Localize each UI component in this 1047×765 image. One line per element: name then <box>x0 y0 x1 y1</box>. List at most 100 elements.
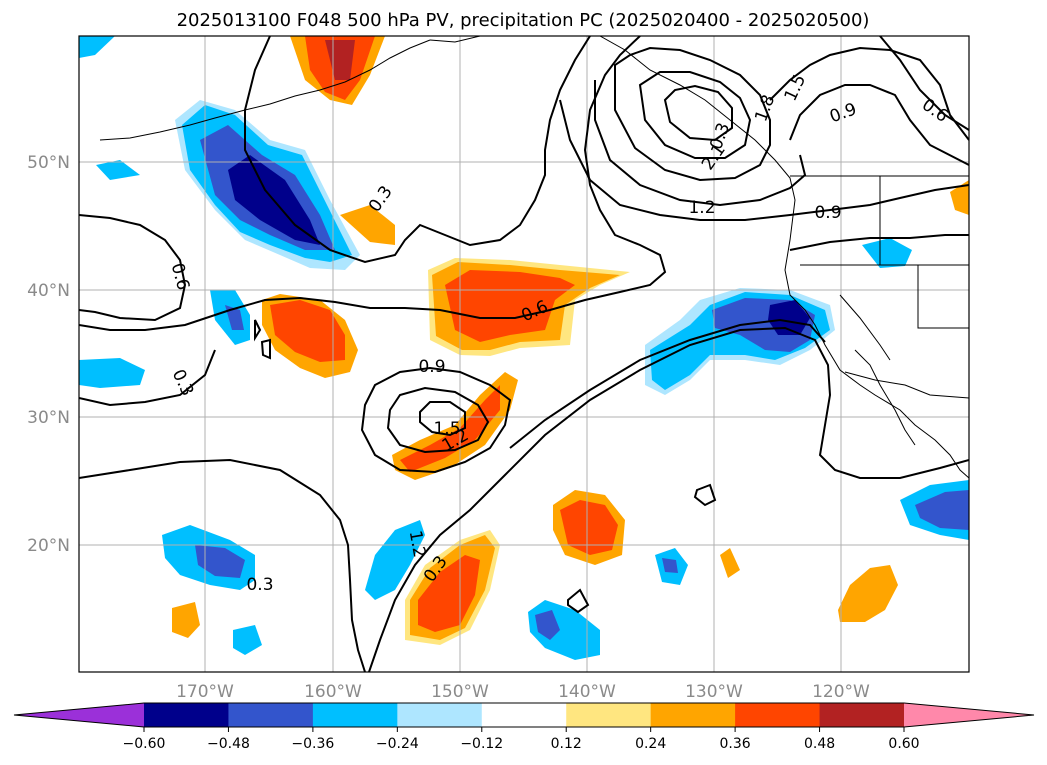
colorbar-tick-label: −0.60 <box>123 736 166 752</box>
contour-0.3-north <box>244 36 591 264</box>
contour-0.9-far-ne <box>789 84 969 166</box>
precip-blob-167w-blue <box>233 625 262 655</box>
colorbar: −0.60 −0.48 −0.36 −0.24 −0.12 0.12 0.24 0.36 0.4… <box>13 702 1035 752</box>
colorbar-segment <box>481 703 567 727</box>
contour-0.3-south <box>79 349 216 407</box>
map-content: 0.3 0.6 0.9 1.2 1.5 1.8 2.1 0.9 0.6 1.2 … <box>79 36 969 672</box>
precip-blob-south-central-core <box>400 385 500 472</box>
coast-aleutians <box>99 39 431 141</box>
colorbar-tick-label: 0.24 <box>635 736 666 752</box>
lat-tick-label: 30°N <box>27 408 70 428</box>
colorbar-segment <box>144 703 229 727</box>
colorbar-tick-label: −0.24 <box>376 736 419 752</box>
gridlines <box>79 36 969 672</box>
precip-blob-small-orange <box>340 205 395 245</box>
precip-blob-142w-blue-core <box>535 610 560 640</box>
contour-0.9-ne <box>559 99 969 221</box>
precip-blob-w-blue2-core <box>225 305 244 330</box>
colorbar-ticks: −0.60 −0.48 −0.36 −0.24 −0.12 0.12 0.24 0.36 0.4… <box>123 727 920 752</box>
contour-0.3-long <box>368 326 969 672</box>
contour-0.6-mid <box>79 36 667 331</box>
precip-shading <box>79 36 969 660</box>
lon-tick-labels: 170°W 160°W 150°W 140°W 130°W 120°W <box>176 682 870 702</box>
precip-blob-130w-orange <box>720 548 740 578</box>
contour-label: 1.2 <box>688 198 715 218</box>
contour-1.5-ne <box>614 46 771 182</box>
colorbar-tick-label: 0.60 <box>888 736 919 752</box>
colorbar-segment <box>650 703 736 727</box>
contour-0.9-ring <box>360 366 512 474</box>
colorbar-tick-label: −0.36 <box>291 736 334 752</box>
map-panel: 0.3 0.6 0.9 1.2 1.5 1.8 2.1 0.9 0.6 1.2 … <box>78 35 970 673</box>
contour-1.8-ne <box>638 71 752 159</box>
colorbar-tick-label: −0.12 <box>460 736 503 752</box>
lat-tick-label: 50°N <box>27 153 70 173</box>
contour-small-loop-a <box>693 483 717 507</box>
contour-0.6-north <box>79 214 187 322</box>
precip-blob-ne-blue-core <box>768 300 810 335</box>
colorbar-segments <box>14 703 1034 727</box>
lon-tick-label: 130°W <box>685 682 743 702</box>
lon-tick-label: 170°W <box>176 682 234 702</box>
border-ca-nv <box>839 294 891 361</box>
map-frame <box>78 35 970 673</box>
contour-label: 1.5 <box>433 419 460 439</box>
precip-blob-ne-orange <box>950 180 969 215</box>
lon-tick-label: 150°W <box>431 682 489 702</box>
contour-small-loop-c <box>254 319 262 342</box>
chart-title: 2025013100 F048 500 hPa PV, precipitatio… <box>177 10 870 31</box>
lat-tick-label: 40°N <box>27 281 70 301</box>
colorbar-tick-label: −0.48 <box>207 736 250 752</box>
precip-blob-135w-blue-core <box>662 558 678 573</box>
precip-blob-118w-orange <box>838 565 898 622</box>
precip-blob-w-blue <box>79 358 145 388</box>
border-states-3 <box>917 265 969 329</box>
precip-blob-sw-blue-core <box>195 545 245 578</box>
border-mexico <box>844 371 969 399</box>
coastlines <box>99 36 969 479</box>
contour-1.5-ring <box>419 401 466 437</box>
precip-blob-140w-core <box>560 500 618 555</box>
lat-tick-labels: 50°N 40°N 30°N 20°N <box>27 153 70 556</box>
contour-label: 0.9 <box>418 357 445 377</box>
colorbar-segment <box>397 703 483 727</box>
precip-blob-south-core <box>418 555 480 632</box>
precip-blob-118w-blue <box>862 238 912 268</box>
contour-small-loop-d <box>260 338 271 360</box>
coast-gulf-alaska <box>429 36 481 43</box>
contour-small-loop-b <box>567 588 590 614</box>
precip-blob-nw-small <box>96 160 140 180</box>
contour-1.2-ne <box>594 80 807 207</box>
precip-blob-155w-blue <box>365 520 425 600</box>
contour-2.1-ne <box>663 84 733 142</box>
lon-tick-label: 140°W <box>558 682 616 702</box>
precip-blob-172w-orange <box>172 602 200 638</box>
contour-1.2-ring <box>386 386 490 454</box>
coast-baja <box>854 349 916 446</box>
precip-blob-corner-blue <box>79 36 115 58</box>
lat-tick-label: 20°N <box>27 536 70 556</box>
colorbar-segment <box>819 703 905 727</box>
colorbar-segment <box>228 703 314 727</box>
pv-contours <box>79 36 969 672</box>
colorbar-segment <box>566 703 652 727</box>
lon-tick-label: 160°W <box>304 682 362 702</box>
precip-blob-west-core <box>270 300 345 362</box>
coast-north-america <box>599 36 969 479</box>
contour-east-mid <box>789 234 969 251</box>
precip-blob-central-core <box>445 270 575 342</box>
colorbar-tick-label: 0.12 <box>551 736 582 752</box>
precip-blob-se-blue-core <box>915 490 969 530</box>
contour-label: 1.2 <box>405 529 429 559</box>
lon-tick-label: 120°W <box>812 682 870 702</box>
contour-0.6-far-ne <box>879 36 969 131</box>
contour-1.5-outer-ne <box>769 46 969 141</box>
contour-label: 0.3 <box>246 575 273 595</box>
contour-0.6-south <box>79 458 366 672</box>
colorbar-tick-label: 0.48 <box>804 736 835 752</box>
colorbar-segment <box>735 703 821 727</box>
colorbar-segment <box>312 703 398 727</box>
colorbar-extend-low <box>14 703 144 727</box>
colorbar-extend-high <box>904 703 1034 727</box>
